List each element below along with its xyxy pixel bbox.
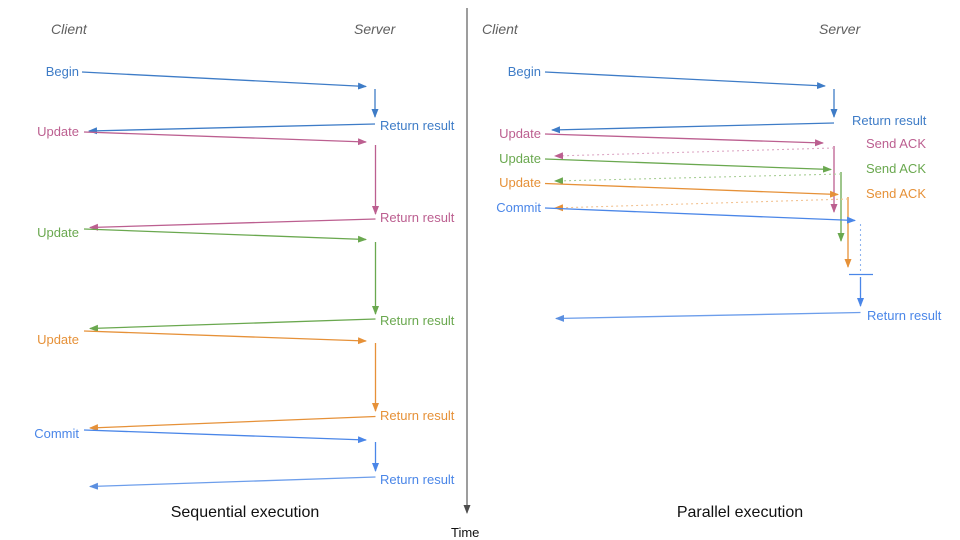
time-axis: Time (451, 8, 479, 540)
response-label: Return result (380, 210, 455, 225)
request-label: Update (37, 332, 79, 347)
request-label: Update (499, 175, 541, 190)
caption-sequential: Sequential execution (171, 504, 320, 521)
message-update-1: Update Return result (37, 124, 455, 231)
left-panel: Client Server Begin Return result Update… (34, 21, 455, 521)
message-update-3: Update Send ACK (499, 175, 926, 268)
response-label: Return result (380, 408, 455, 423)
message-update-2: Update Return result (37, 225, 455, 332)
response-label: Return result (852, 113, 927, 128)
request-label: Update (37, 225, 79, 240)
response-label: Return result (380, 313, 455, 328)
request-label: Commit (34, 426, 79, 441)
server-header: Server (354, 21, 397, 37)
client-header: Client (51, 21, 88, 37)
message-begin: Begin Return result (46, 64, 455, 135)
caption-parallel: Parallel execution (677, 504, 803, 521)
request-label: Update (37, 124, 79, 139)
request-label: Commit (496, 200, 541, 215)
message-update-3: Update Return result (37, 330, 455, 432)
message-commit: Commit Return result (34, 426, 455, 490)
message-update-2: Update Send ACK (499, 151, 926, 242)
message-begin: Begin Return result (508, 64, 927, 134)
request-label: Update (499, 151, 541, 166)
message-update-1: Update Send ACK (499, 126, 926, 213)
response-label: Send ACK (866, 136, 926, 151)
server-header: Server (819, 21, 862, 37)
request-label: Update (499, 126, 541, 141)
response-label: Return result (380, 118, 455, 133)
request-label: Begin (508, 64, 541, 79)
time-label: Time (451, 525, 479, 540)
request-label: Begin (46, 64, 79, 79)
response-label: Return result (867, 308, 942, 323)
response-label: Send ACK (866, 161, 926, 176)
right-panel: Client Server Begin Return result Update… (482, 21, 942, 521)
response-label: Send ACK (866, 186, 926, 201)
response-label: Return result (380, 472, 455, 487)
client-header: Client (482, 21, 519, 37)
message-commit: Commit Return result (496, 200, 942, 323)
